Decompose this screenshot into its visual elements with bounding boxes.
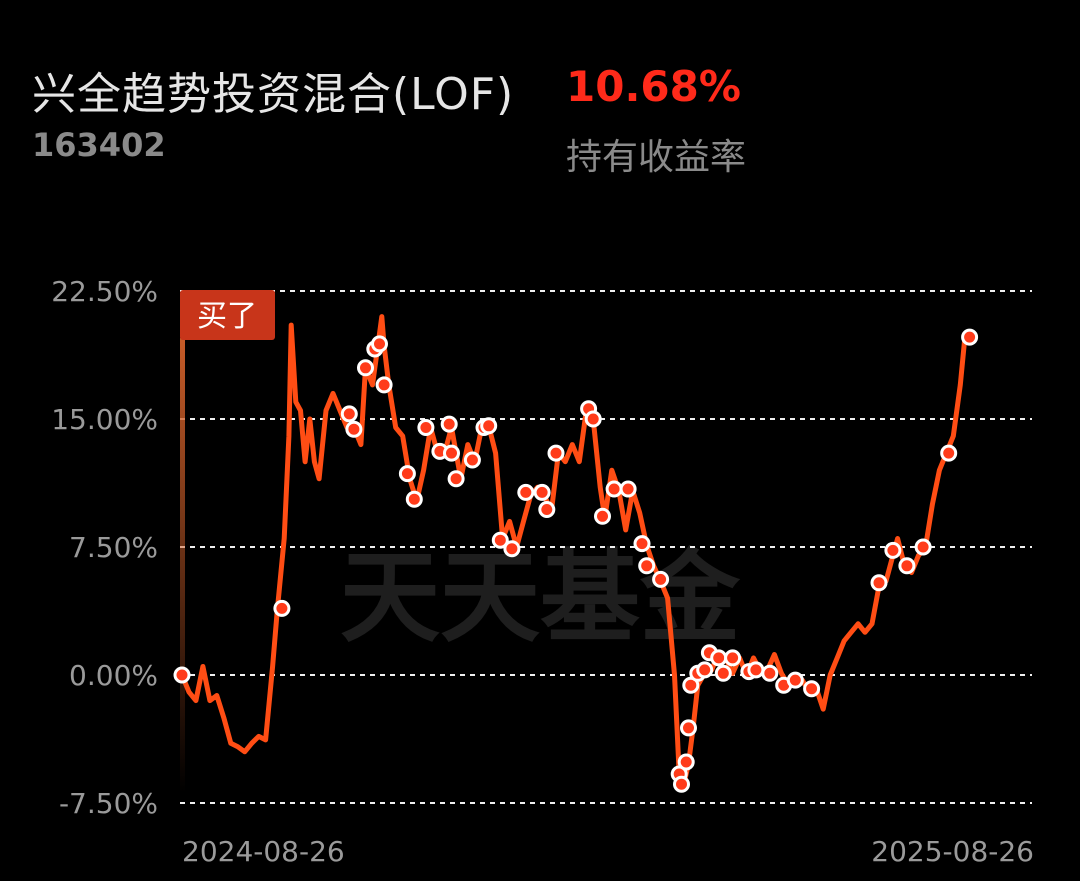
trade-point[interactable] [870, 574, 888, 592]
trade-point[interactable] [673, 775, 690, 793]
y-tick-label: 0.00% [69, 659, 158, 692]
trade-point[interactable] [605, 480, 623, 498]
trade-point[interactable] [503, 540, 521, 558]
trade-point[interactable] [594, 507, 611, 525]
buy-marker: 买了 [180, 290, 275, 793]
x-tick-label: 2024-08-26 [182, 835, 345, 868]
trade-point[interactable] [447, 470, 465, 488]
trade-point[interactable] [914, 538, 932, 556]
trade-point[interactable] [173, 666, 191, 684]
trade-points [173, 328, 979, 793]
trade-point[interactable] [761, 664, 779, 682]
trade-point[interactable] [371, 335, 388, 353]
y-tick-label: 22.50% [51, 275, 158, 308]
trade-point[interactable] [584, 410, 602, 428]
y-axis: 22.50% 15.00% 7.50% 0.00% -7.50% [51, 275, 158, 820]
trade-point[interactable] [786, 671, 804, 689]
trade-point[interactable] [961, 328, 979, 346]
holding-return-label: 持有收益率 [566, 137, 747, 178]
trade-point[interactable] [463, 451, 481, 469]
buy-marker-line [180, 338, 185, 793]
trade-point[interactable] [340, 405, 358, 423]
y-tick-label: 7.50% [69, 531, 158, 564]
trade-point[interactable] [724, 649, 742, 667]
y-tick-label: 15.00% [51, 403, 158, 436]
buy-tag [180, 290, 275, 340]
trade-point[interactable] [533, 483, 551, 501]
trade-point[interactable] [538, 501, 556, 518]
x-tick-label: 2025-08-26 [871, 835, 1034, 868]
fund-name: 兴全趋势投资混合(LOF) [32, 69, 515, 120]
trade-point[interactable] [696, 661, 714, 679]
trade-point[interactable] [273, 599, 291, 617]
trade-point[interactable] [619, 480, 637, 498]
trade-point[interactable] [714, 664, 732, 682]
x-axis: 2024-08-26 2025-08-26 [182, 835, 1034, 868]
trade-point[interactable] [517, 483, 535, 501]
trade-point[interactable] [443, 444, 460, 462]
trade-point[interactable] [652, 570, 670, 588]
trade-point[interactable] [547, 444, 565, 462]
trade-point[interactable] [682, 676, 700, 694]
trade-point[interactable] [803, 680, 821, 698]
trade-point[interactable] [940, 444, 958, 462]
trade-point[interactable] [638, 557, 656, 575]
trade-point[interactable] [491, 531, 509, 549]
watermark: 天天基金 [340, 539, 741, 656]
trade-point[interactable] [398, 465, 416, 483]
fund-code: 163402 [32, 126, 166, 164]
trade-point[interactable] [747, 661, 765, 679]
trade-point[interactable] [480, 417, 498, 435]
trade-point[interactable] [405, 490, 423, 508]
buy-tag-label: 买了 [197, 299, 257, 334]
trade-point[interactable] [677, 753, 695, 771]
trade-point[interactable] [440, 415, 458, 433]
y-tick-label: -7.50% [59, 787, 158, 820]
trade-point[interactable] [680, 719, 697, 737]
trade-point[interactable] [884, 541, 902, 559]
trade-point[interactable] [345, 420, 363, 438]
trade-point[interactable] [710, 649, 728, 667]
trade-point[interactable] [417, 419, 435, 436]
trade-point[interactable] [633, 535, 651, 553]
trade-point[interactable] [375, 376, 393, 394]
holding-return-value: 10.68% [566, 62, 741, 111]
trade-point[interactable] [898, 557, 916, 575]
trade-point[interactable] [357, 359, 374, 377]
